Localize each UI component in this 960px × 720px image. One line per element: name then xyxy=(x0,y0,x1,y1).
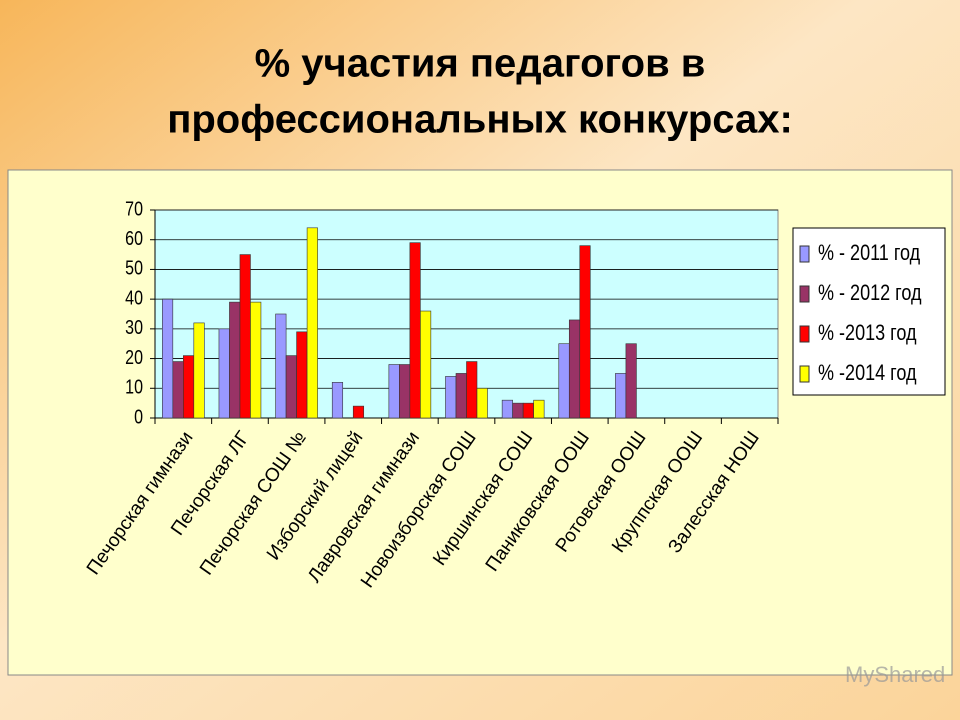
bar xyxy=(285,355,297,419)
legend-swatch xyxy=(799,245,810,263)
y-tick-label: 60 xyxy=(125,227,143,249)
bar xyxy=(239,254,251,419)
legend-label: % -2014 год xyxy=(818,361,917,385)
bar xyxy=(512,402,524,419)
legend-label: % - 2012 год xyxy=(818,281,922,305)
bar xyxy=(162,298,174,419)
legend-swatch xyxy=(799,325,810,343)
bar xyxy=(352,405,365,419)
y-tick-label: 50 xyxy=(125,257,143,279)
y-tick-label: 10 xyxy=(125,376,143,398)
watermark: MyShared xyxy=(845,662,945,687)
bar xyxy=(183,355,195,419)
bar xyxy=(568,319,581,419)
bar xyxy=(615,373,627,419)
legend-box xyxy=(792,227,946,396)
y-tick-label: 30 xyxy=(125,316,143,338)
bar xyxy=(476,387,488,419)
bar xyxy=(501,399,513,419)
bar xyxy=(466,361,478,419)
bar xyxy=(331,382,344,419)
bar xyxy=(533,399,545,419)
bar xyxy=(193,322,205,419)
bar xyxy=(409,242,421,419)
y-tick-label: 0 xyxy=(134,406,143,428)
bar xyxy=(296,331,308,419)
legend-swatch xyxy=(799,365,810,383)
bar xyxy=(399,364,411,419)
legend-label: % -2013 год xyxy=(818,321,917,345)
bar xyxy=(172,361,184,419)
legend-swatch xyxy=(799,285,810,303)
bar xyxy=(275,313,287,419)
bar xyxy=(455,373,467,419)
bar xyxy=(558,343,570,419)
y-tick-label: 70 xyxy=(125,198,143,220)
bar xyxy=(420,310,432,419)
legend-label: % - 2011 год xyxy=(818,241,920,265)
bar xyxy=(579,245,591,419)
bar xyxy=(388,364,400,419)
bar xyxy=(625,343,637,419)
title-line: % участия педагогов в xyxy=(255,42,706,86)
y-tick-label: 20 xyxy=(125,346,143,368)
bar xyxy=(306,227,318,419)
title-line: профессиональных конкурсах: xyxy=(167,98,793,142)
bar xyxy=(218,328,230,419)
bar xyxy=(445,376,457,419)
y-tick-label: 40 xyxy=(125,287,143,309)
bar xyxy=(229,301,241,419)
bar xyxy=(522,402,534,419)
bar xyxy=(250,301,262,419)
